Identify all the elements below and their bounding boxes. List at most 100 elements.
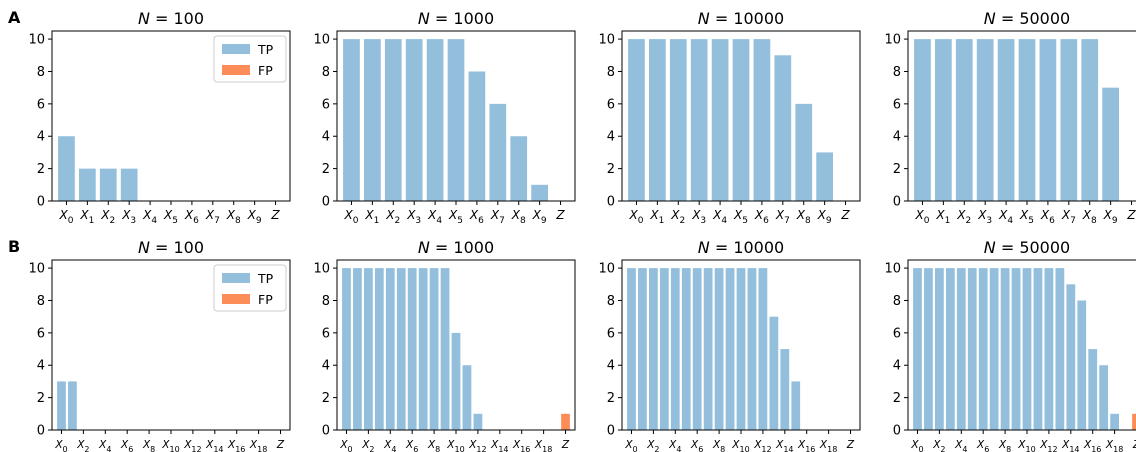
- x-tick-label: X12: [1039, 439, 1057, 452]
- y-tick-label: 10: [598, 33, 615, 48]
- bar-tp-x9: [440, 268, 450, 430]
- x-tick-label: X2: [100, 208, 115, 226]
- y-tick-label: 0: [322, 424, 330, 439]
- bar-tp-x8: [714, 268, 724, 430]
- x-tick-label: X14: [490, 439, 508, 452]
- x-tick-label: X2: [385, 208, 400, 226]
- y-tick-label: 6: [607, 326, 615, 341]
- y-tick-label: 10: [313, 262, 330, 277]
- bar-tp-x15: [1077, 300, 1087, 430]
- x-tick-label: X8: [998, 439, 1011, 452]
- chart-panel-a-2: N = 1000 0 2 4 6 8 10 X0 X1 X2 X3 X4 X5 X6 X7 X8 X9 Z: [313, 9, 576, 226]
- x-tick-label: X2: [932, 439, 945, 452]
- y-tick-label: 0: [893, 424, 901, 439]
- y-tick-label: 8: [893, 65, 901, 80]
- bar-tp-x17: [1099, 365, 1109, 430]
- x-tick-label: X8: [427, 439, 440, 452]
- legend-box: [213, 35, 287, 83]
- plot-frame: [907, 30, 1136, 202]
- bar-tp-x3: [690, 39, 708, 201]
- y-tick-label: 2: [37, 162, 45, 177]
- bar-tp-x6: [753, 39, 771, 201]
- bar-tp-x5: [447, 39, 465, 201]
- bar-tp-x14: [780, 349, 790, 430]
- x-tick-label: X1: [935, 208, 950, 226]
- x-tick-label: X0: [343, 208, 358, 226]
- x-tick-label: X4: [998, 208, 1013, 226]
- bar-tp-x0: [914, 39, 931, 201]
- bar-tp-x7: [418, 268, 428, 430]
- x-tick-label: X2: [956, 208, 971, 226]
- y-tick-label: 4: [607, 359, 615, 374]
- bar-tp-x1: [364, 39, 381, 201]
- x-tick-label: Z: [846, 439, 855, 451]
- x-tick-label: X6: [976, 439, 989, 452]
- bar-tp-x7: [489, 103, 507, 201]
- legend-label-fp: FP: [258, 63, 273, 78]
- bar-tp-x0: [627, 268, 636, 430]
- bar-tp-x9: [1102, 87, 1119, 201]
- y-tick-label: 4: [893, 359, 901, 374]
- y-tick-label: 10: [884, 262, 901, 277]
- y-tick-label: 0: [37, 195, 45, 210]
- x-tick-label: X18: [1105, 439, 1123, 452]
- bar-tp-x6: [978, 268, 988, 430]
- x-tick-label: X1: [364, 208, 379, 226]
- x-tick-label: X3: [977, 208, 992, 226]
- bar-tp-x8: [795, 103, 813, 201]
- legend-swatch-tp: [222, 273, 250, 283]
- legend-box: [213, 264, 287, 312]
- bar-tp-x7: [1060, 39, 1078, 201]
- y-tick-label: 6: [37, 326, 45, 341]
- bar-tp-x0: [342, 268, 351, 430]
- bar-tp-x9: [1011, 268, 1021, 430]
- x-tick-label: X16: [797, 439, 815, 452]
- bar-tp-x15: [791, 381, 801, 430]
- bar-tp-x3: [659, 268, 669, 430]
- y-tick-label: 4: [37, 359, 45, 374]
- bar-tp-x5: [1018, 39, 1036, 201]
- x-tick-label: X14: [1061, 439, 1079, 452]
- x-tick-label: X14: [205, 439, 223, 452]
- y-tick-label: 4: [607, 130, 615, 145]
- x-tick-label: X6: [1040, 208, 1055, 226]
- x-tick-label: X9: [817, 208, 832, 226]
- bar-tp-x2: [649, 268, 658, 430]
- bar-tp-x2: [955, 39, 973, 201]
- legend-swatch-tp: [222, 44, 250, 54]
- chart-panel-b-4: N = 50000 0 2 4 6 8 10 X0 X2 X4 X6 X8 X10 X12 X14 X16 X1…: [884, 238, 1136, 452]
- x-tick-label: X7: [205, 208, 220, 226]
- bar-tp-x8: [1000, 268, 1010, 430]
- bar-tp-x2: [669, 39, 687, 201]
- plot-frame: [907, 259, 1136, 431]
- y-tick-label: 2: [37, 391, 45, 406]
- bar-tp-x18: [1110, 413, 1119, 430]
- x-tick-label: X3: [406, 208, 421, 226]
- legend-swatch-fp: [222, 294, 250, 304]
- x-tick-label: X16: [512, 439, 530, 452]
- bar-tp-x7: [774, 55, 792, 202]
- y-tick-label: 8: [607, 65, 615, 80]
- bar-tp-x3: [120, 168, 138, 201]
- x-tick-label: Z: [276, 439, 285, 451]
- chart-title: N = 1000: [418, 238, 494, 257]
- bar-tp-x2: [935, 268, 944, 430]
- bar-tp-x1: [935, 39, 952, 201]
- x-tick-label: X5: [733, 208, 748, 226]
- bar-tp-x10: [1022, 268, 1032, 430]
- bar-tp-x5: [732, 39, 750, 201]
- panel-label-a: A: [8, 8, 21, 27]
- bar-tp-x1: [79, 168, 96, 201]
- bar-fp-z: [561, 413, 570, 430]
- chart-title: N = 10000: [698, 238, 784, 257]
- plot-frame: [336, 30, 576, 202]
- bar-tp-x3: [374, 268, 384, 430]
- y-tick-label: 0: [607, 195, 615, 210]
- x-tick-label: X0: [58, 208, 73, 226]
- y-tick-label: 8: [893, 294, 901, 309]
- bar-tp-x2: [364, 268, 373, 430]
- chart-title: N = 100: [138, 9, 204, 28]
- y-tick-label: 4: [322, 130, 330, 145]
- x-tick-label: X12: [468, 439, 486, 452]
- bar-tp-x1: [353, 268, 362, 430]
